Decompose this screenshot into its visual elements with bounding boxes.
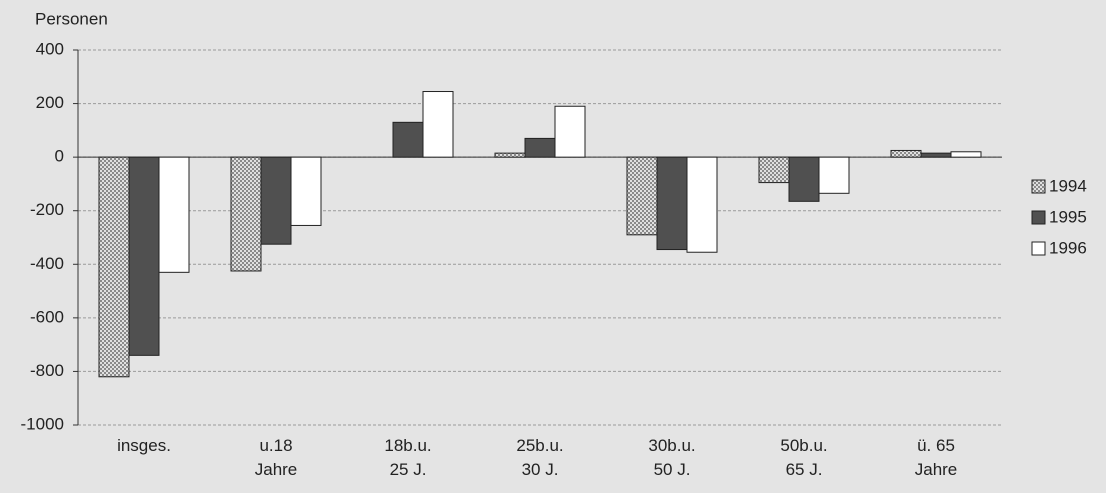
- bar: [686, 156, 718, 253]
- x-tick-label-line: 50b.u.: [780, 436, 827, 455]
- x-tick-label-line: 30b.u.: [648, 436, 695, 455]
- x-tick-label: u.18 Jahre: [255, 436, 298, 479]
- bar: [494, 152, 526, 158]
- y-axis-label: Personen: [35, 9, 108, 28]
- bar: [758, 156, 790, 184]
- bar: [158, 156, 190, 273]
- bar: [290, 156, 322, 226]
- y-tick-label: 400: [36, 39, 64, 58]
- x-tick-label: 25b.u. 30 J.: [516, 436, 563, 479]
- x-tick-label: ü. 65 Jahre: [915, 436, 958, 479]
- legend-label: 1996: [1049, 238, 1087, 257]
- bar: [626, 156, 658, 236]
- x-tick-label-line: u.18: [259, 436, 292, 455]
- x-tick-label-line: Jahre: [915, 460, 958, 479]
- x-tick-label-line: 50 J.: [654, 460, 691, 479]
- x-tick-label-line: 65 J.: [786, 460, 823, 479]
- x-tick-label: insges.: [117, 436, 171, 455]
- x-tick-label-line: Jahre: [255, 460, 298, 479]
- bar: [98, 156, 130, 378]
- x-tick-label-line: 30 J.: [522, 460, 559, 479]
- x-tick-label-line: 25b.u.: [516, 436, 563, 455]
- bar: [260, 156, 292, 245]
- y-tick-label: -600: [30, 307, 64, 326]
- x-tick-label-line: 18b.u.: [384, 436, 431, 455]
- y-tick-label: 200: [36, 93, 64, 112]
- bar: [230, 156, 262, 272]
- legend-swatch: [1031, 241, 1046, 256]
- legend-label: 1995: [1049, 207, 1087, 226]
- y-tick-label: -1000: [21, 414, 64, 433]
- x-tick-label: 50b.u. 65 J.: [780, 436, 827, 479]
- bar: [920, 152, 952, 158]
- bar: [422, 91, 454, 158]
- y-tick-label: -800: [30, 361, 64, 380]
- x-tick-label: 18b.u. 25 J.: [384, 436, 431, 479]
- x-tick-label-line: 25 J.: [390, 460, 427, 479]
- y-tick-label: 0: [55, 147, 64, 166]
- legend-swatch: [1031, 179, 1046, 194]
- bar: [890, 149, 922, 158]
- bar: [554, 105, 586, 158]
- legend-swatch: [1031, 210, 1046, 225]
- bar: [950, 151, 982, 158]
- y-tick-label: -200: [30, 200, 64, 219]
- bar: [788, 156, 820, 202]
- bar: [656, 156, 688, 251]
- x-tick-label-line: ü. 65: [917, 436, 955, 455]
- x-tick-label: 30b.u. 50 J.: [648, 436, 695, 479]
- bar: [524, 137, 556, 158]
- bar: [818, 156, 850, 194]
- x-tick-label-line: insges.: [117, 436, 171, 455]
- y-tick-label: -400: [30, 254, 64, 273]
- bar: [128, 156, 160, 356]
- legend-label: 1994: [1049, 176, 1087, 195]
- bar: [392, 121, 424, 158]
